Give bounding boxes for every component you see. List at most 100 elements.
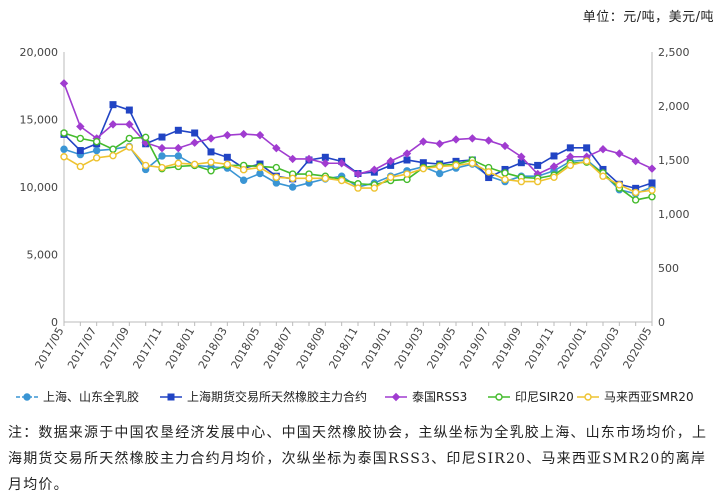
x-tick-label: 2018/05 [228,325,262,371]
legend-label: 印尼SIR20 [515,390,574,404]
data-point [141,133,150,142]
data-point [207,158,215,166]
data-point [256,163,264,172]
data-point [59,79,69,88]
x-tick-label: 2020/03 [588,325,622,371]
legend: 上海、山东全乳胶 上海期货交易所天然橡胶主力合约 泰国RSS3 印尼SIR20 马来西亚… [16,389,694,404]
data-point [500,141,510,151]
data-point [76,122,85,131]
y-right-tick-label: 1,500 [658,154,690,167]
data-point [23,393,31,401]
data-point [468,134,477,143]
legend-label: 上海期货交易所天然橡胶主力合约 [187,389,367,404]
data-point [288,183,297,191]
data-point [584,393,592,401]
legend-label: 上海、山东全乳胶 [43,389,139,404]
data-point [206,134,216,143]
data-point [631,196,640,204]
y-right-tick-label: 1,000 [658,208,690,221]
data-point [141,161,150,170]
series-layer [59,79,657,204]
x-tick-label: 2017/07 [65,325,99,371]
rubber-price-chart: 0 5,000 10,000 15,000 20,000 0 500 1,000 1,500 2,… [16,46,694,404]
data-point [419,164,428,173]
data-point [255,130,265,140]
legend-label: 泰国RSS3 [412,390,467,404]
y-right-tick-label: 2,500 [658,46,690,59]
data-point [451,135,461,144]
data-point [321,174,330,183]
data-point [125,134,134,143]
data-point [288,154,297,164]
data-point [321,159,330,168]
data-point [304,154,314,164]
data-point [452,161,460,170]
data-point [158,133,166,141]
data-point [92,154,101,162]
data-point [386,173,395,181]
data-point [109,145,117,153]
data-point [549,162,559,171]
data-point [125,120,134,129]
data-point [76,134,85,143]
x-tick-label: 2020/05 [620,325,654,371]
data-point [158,163,166,172]
x-tick-label: 2019/07 [457,325,491,371]
data-point [402,149,412,158]
data-point [647,164,657,173]
y-left-tick-label: 0 [51,316,58,329]
x-tick-label: 2019/11 [522,325,556,371]
data-point [223,130,232,140]
data-point [550,152,558,160]
data-point [403,156,411,164]
data-point [386,156,395,166]
footnote: 注：数据来源于中国农垦经济发展中心、中国天然橡胶协会，主纵坐标为全乳胶上海、山东… [8,425,708,493]
data-point [484,136,493,145]
data-point [370,184,379,192]
data-point [223,160,232,169]
y-left-tick-label: 15,000 [20,114,59,127]
data-point [534,161,542,169]
legend-item-4: 印尼SIR20 [488,390,574,404]
legend-item-1: 上海、山东全乳胶 [16,389,139,404]
data-point [125,106,133,114]
data-point [92,137,101,146]
data-point [157,143,167,153]
data-point [337,176,346,185]
data-point [354,184,362,192]
data-point [125,143,134,151]
data-point [495,393,503,401]
legend-item-5: 马来西亚SMR20 [577,390,694,404]
x-tick-label: 2019/05 [424,325,458,371]
data-point [435,169,444,178]
data-point [517,152,526,161]
y-right-tick-label: 2,000 [658,100,690,113]
data-point [109,101,117,109]
data-point [92,146,101,155]
data-point [566,144,574,152]
data-point [158,152,166,160]
data-point [583,144,591,152]
data-point [60,153,68,161]
y-right-tick-label: 0 [658,316,665,329]
data-point [419,137,428,146]
data-point [517,177,526,186]
x-tick-label: 2018/09 [294,325,328,371]
series-line [63,83,653,176]
data-point [76,147,84,155]
data-point [207,148,215,156]
legend-item-3: 泰国RSS3 [385,390,467,404]
data-point [190,160,199,169]
x-tick-label: 2017/11 [130,325,164,371]
data-point [223,153,231,161]
data-point [566,161,575,170]
x-tick-label: 2019/09 [490,325,524,371]
data-point [550,173,558,181]
y-left-tick-label: 10,000 [20,181,59,194]
y-left-tick-label: 5,000 [27,249,59,262]
data-point [391,392,401,402]
data-point [305,174,313,183]
x-tick-label: 2018/03 [196,325,230,371]
data-point [174,152,183,160]
data-point [615,149,624,158]
